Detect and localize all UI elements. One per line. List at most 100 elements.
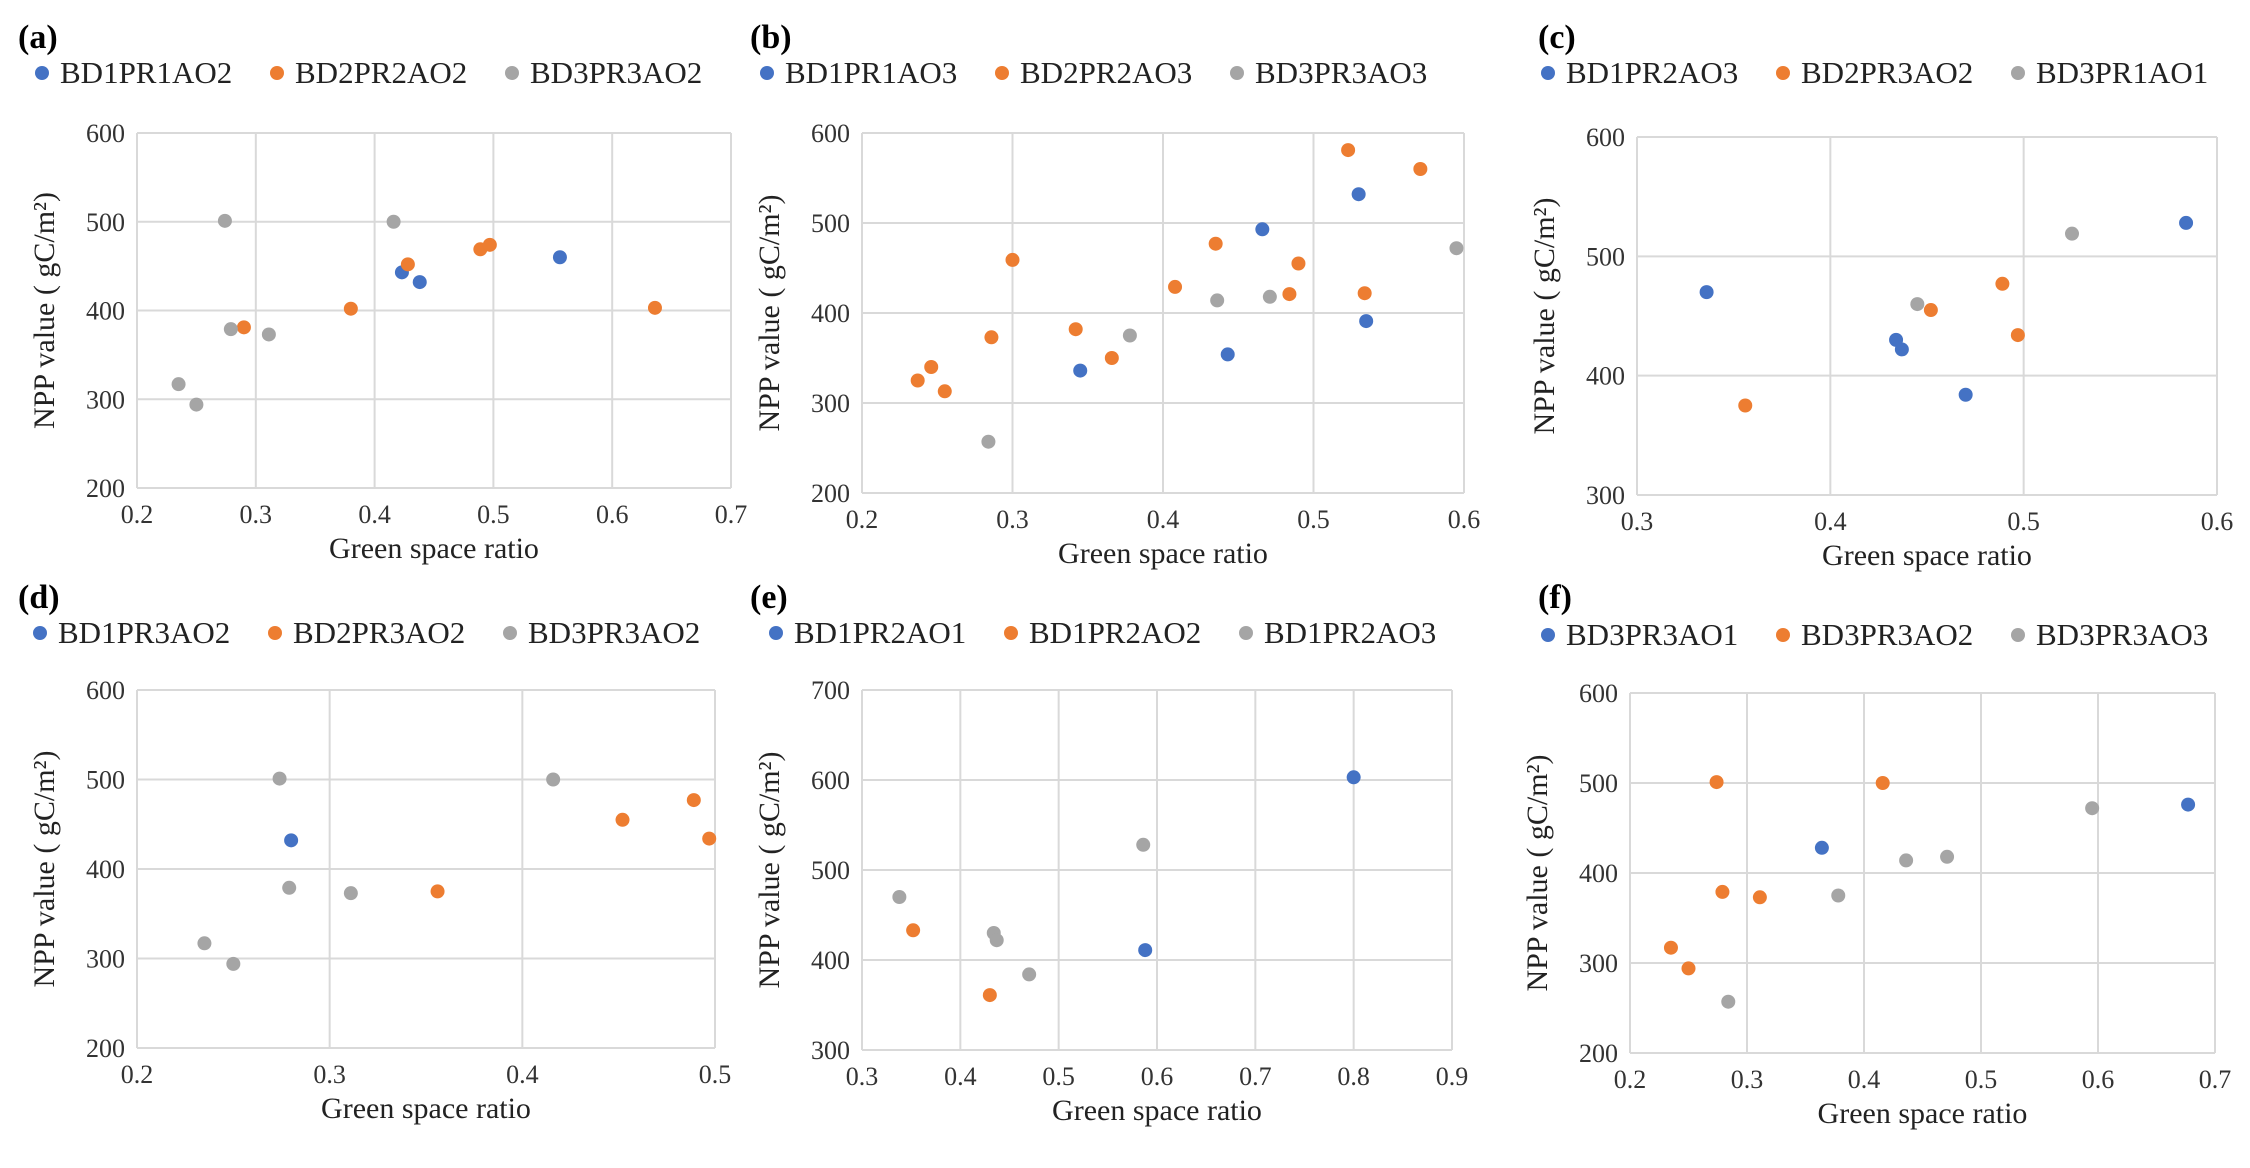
chart-f-ytick-4: 600 <box>1579 679 1618 708</box>
chart-d-series1-point-0 <box>284 833 299 848</box>
chart-b-series2-point-4 <box>1005 252 1020 267</box>
chart-b-series1-point-2 <box>1255 222 1270 237</box>
chart-b-xtick-4: 0.6 <box>1448 505 1481 534</box>
chart-e-series1-point-0 <box>1138 943 1153 958</box>
chart-b-series1-point-3 <box>1351 187 1366 202</box>
chart-f-xtick-2: 0.4 <box>1848 1065 1881 1094</box>
chart-c-series1-point-3 <box>1958 387 1973 402</box>
chart-a-series3-point-5 <box>386 214 401 229</box>
chart-f-panel-label: (f) <box>1538 579 1572 616</box>
chart-d-xtick-1: 0.3 <box>313 1060 346 1089</box>
chart-f-series2-point-4 <box>1752 890 1767 905</box>
chart-e-x-axis-title: Green space ratio <box>1052 1094 1262 1127</box>
chart-f-legend-label-2: BD3PR3AO2 <box>1801 617 1973 652</box>
chart-a-ytick-2: 400 <box>86 297 125 326</box>
chart-d-ytick-0: 200 <box>86 1034 125 1063</box>
chart-b-legend-marker-2 <box>995 66 1009 80</box>
chart-e-xtick-5: 0.8 <box>1337 1062 1370 1091</box>
chart-f-ytick-0: 200 <box>1579 1039 1618 1068</box>
chart-e-legend-label-2: BD1PR2AO2 <box>1029 615 1201 650</box>
chart-c-ytick-2: 500 <box>1586 242 1625 271</box>
chart-c-series3-point-0 <box>1910 297 1925 312</box>
chart-d-series3-point-2 <box>272 771 287 786</box>
chart-a-x-axis-title: Green space ratio <box>329 532 539 565</box>
chart-f-legend-marker-2 <box>1776 628 1790 642</box>
chart-f-y-axis-title: NPP value ( gC/m²) <box>1521 754 1554 991</box>
chart-d-xtick-0: 0.2 <box>121 1060 154 1089</box>
chart-b-series2-point-13 <box>1413 162 1428 176</box>
chart-b-xtick-1: 0.3 <box>996 505 1029 534</box>
chart-b-ytick-1: 300 <box>811 389 850 418</box>
chart-e-ytick-1: 400 <box>811 946 850 975</box>
chart-a-series2-point-0 <box>236 320 251 335</box>
chart-b-series2-point-0 <box>910 373 925 388</box>
chart-e-ytick-3: 600 <box>811 766 850 795</box>
chart-d-ytick-1: 300 <box>86 945 125 974</box>
chart-c-xtick-3: 0.6 <box>2201 507 2234 536</box>
chart-a-series1-point-1 <box>412 275 427 290</box>
chart-f-series1-point-0 <box>1814 840 1829 855</box>
chart-a-xtick-0: 0.2 <box>121 500 154 529</box>
chart-b-ytick-0: 200 <box>811 479 850 508</box>
chart-b-series1-point-1 <box>1220 347 1235 362</box>
chart-c-legend-marker-1 <box>1541 66 1555 80</box>
chart-a-legend-marker-1 <box>35 66 49 80</box>
chart-f-x-axis-title: Green space ratio <box>1818 1097 2028 1130</box>
chart-b-series1-point-0 <box>1073 363 1088 378</box>
chart-d-legend-marker-3 <box>503 626 517 640</box>
chart-a-series3-point-2 <box>217 213 232 228</box>
chart-b-series2-point-3 <box>984 330 999 345</box>
chart-e-legend-label-1: BD1PR2AO1 <box>794 615 966 650</box>
chart-c-xtick-1: 0.4 <box>1814 507 1847 536</box>
chart-d-legend-marker-2 <box>268 626 282 640</box>
chart-e-ytick-0: 300 <box>811 1036 850 1065</box>
chart-c-panel-label: (c) <box>1538 19 1576 56</box>
chart-c-series3-point-1 <box>2065 226 2079 241</box>
chart-e-series3-point-2 <box>989 933 1004 948</box>
chart-b-series1-point-4 <box>1359 314 1374 329</box>
chart-f-legend-marker-3 <box>2011 628 2025 642</box>
chart-f-xtick-5: 0.7 <box>2199 1065 2232 1094</box>
chart-c-series1-point-2 <box>1894 342 1909 357</box>
chart-e-series2-point-1 <box>982 988 997 1003</box>
chart-b-legend-label-3: BD3PR3AO3 <box>1255 55 1427 90</box>
chart-e-legend-label-3: BD1PR2AO3 <box>1264 615 1436 650</box>
chart-d-series3-point-1 <box>226 956 241 971</box>
chart-b-legend-marker-3 <box>1230 66 1244 80</box>
chart-f-series3-point-2 <box>1899 853 1914 868</box>
chart-a-xtick-2: 0.4 <box>358 500 391 529</box>
chart-c-ytick-1: 400 <box>1586 362 1625 391</box>
chart-f-series3-point-1 <box>1831 888 1846 903</box>
chart-d-y-axis-title: NPP value ( gC/m²) <box>28 750 61 987</box>
chart-a-xtick-5: 0.7 <box>715 500 748 529</box>
chart-d-panel-label: (d) <box>18 579 60 616</box>
chart-a-legend-label-3: BD3PR3AO2 <box>530 55 702 90</box>
chart-c-legend-label-2: BD2PR3AO2 <box>1801 55 1973 90</box>
chart-b-x-axis-title: Green space ratio <box>1058 537 1268 570</box>
chart-a-series1-point-2 <box>552 250 567 265</box>
chart-e-y-axis-title: NPP value ( gC/m²) <box>753 751 786 988</box>
chart-b-series2-point-12 <box>1357 286 1372 301</box>
chart-c-legend-label-3: BD3PR1AO1 <box>2036 55 2208 90</box>
chart-f-legend-label-3: BD3PR3AO3 <box>2036 617 2208 652</box>
chart-b-series2-point-5 <box>1068 322 1083 337</box>
chart-e-xtick-2: 0.5 <box>1042 1062 1075 1091</box>
chart-b-series3-point-3 <box>1262 289 1277 304</box>
chart-a-legend-label-2: BD2PR2AO2 <box>295 55 467 90</box>
chart-d-legend-label-1: BD1PR3AO2 <box>58 615 230 650</box>
chart-e-xtick-0: 0.3 <box>846 1062 879 1091</box>
chart-a-ytick-3: 500 <box>86 208 125 237</box>
chart-f-ytick-1: 300 <box>1579 949 1618 978</box>
chart-d-xtick-3: 0.5 <box>699 1060 732 1089</box>
chart-e-ytick-4: 700 <box>811 676 850 705</box>
chart-b-series2-point-6 <box>1104 351 1119 365</box>
chart-b-series2-point-8 <box>1208 236 1223 251</box>
chart-f-xtick-1: 0.3 <box>1731 1065 1764 1094</box>
chart-c-series2-point-3 <box>2010 328 2025 343</box>
chart-e-series2-point-0 <box>906 923 921 938</box>
chart-d-xtick-2: 0.4 <box>506 1060 539 1089</box>
chart-e-xtick-6: 0.9 <box>1436 1062 1469 1091</box>
chart-c-y-axis-title: NPP value ( gC/m²) <box>1528 197 1561 434</box>
chart-c-legend-marker-2 <box>1776 66 1790 80</box>
chart-a-series2-point-2 <box>400 257 415 272</box>
